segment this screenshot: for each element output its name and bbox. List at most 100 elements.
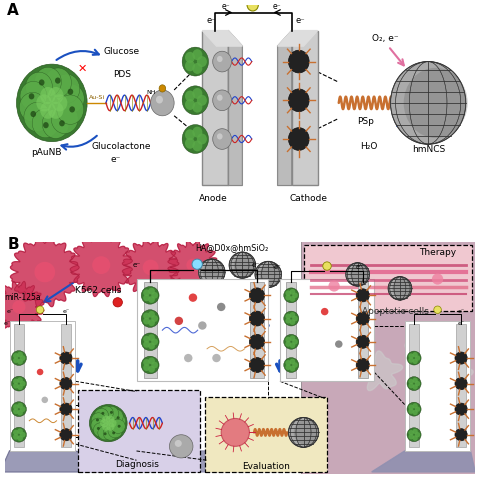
Circle shape — [103, 426, 118, 440]
Circle shape — [35, 67, 61, 97]
Circle shape — [250, 334, 264, 349]
Text: e⁻: e⁻ — [402, 309, 409, 314]
Circle shape — [151, 362, 158, 368]
Circle shape — [113, 297, 122, 307]
Circle shape — [57, 95, 84, 125]
FancyBboxPatch shape — [286, 282, 297, 377]
Circle shape — [17, 352, 23, 357]
Circle shape — [286, 295, 291, 300]
Circle shape — [148, 334, 155, 341]
Circle shape — [60, 352, 72, 364]
Circle shape — [192, 259, 203, 269]
Circle shape — [407, 376, 421, 390]
Text: Cathode: Cathode — [289, 194, 327, 203]
Polygon shape — [203, 31, 242, 46]
Circle shape — [185, 129, 195, 140]
Circle shape — [98, 426, 112, 440]
Circle shape — [289, 319, 295, 325]
Circle shape — [350, 264, 370, 285]
Circle shape — [199, 259, 225, 285]
Circle shape — [17, 359, 23, 365]
Text: e⁻: e⁻ — [6, 309, 13, 314]
Circle shape — [148, 366, 155, 373]
Text: e⁻: e⁻ — [221, 2, 230, 11]
Circle shape — [13, 383, 19, 388]
Text: e⁻: e⁻ — [110, 155, 121, 164]
Circle shape — [292, 316, 298, 321]
Circle shape — [434, 306, 441, 313]
Circle shape — [412, 352, 418, 357]
Circle shape — [17, 377, 23, 383]
Circle shape — [289, 366, 295, 371]
Circle shape — [288, 128, 309, 150]
Circle shape — [143, 313, 150, 319]
Text: e⁻: e⁻ — [206, 16, 216, 25]
Circle shape — [36, 306, 44, 313]
Circle shape — [55, 78, 60, 84]
Circle shape — [335, 341, 343, 348]
Circle shape — [192, 63, 203, 74]
Circle shape — [60, 403, 72, 415]
FancyBboxPatch shape — [144, 282, 157, 377]
Circle shape — [217, 133, 223, 139]
Circle shape — [12, 376, 26, 391]
Circle shape — [284, 358, 299, 373]
Circle shape — [143, 336, 150, 342]
Circle shape — [408, 383, 414, 388]
Circle shape — [89, 404, 127, 442]
Circle shape — [356, 358, 370, 372]
Circle shape — [53, 74, 80, 103]
Circle shape — [289, 359, 295, 365]
Circle shape — [184, 354, 192, 362]
Text: Evaluation: Evaluation — [242, 462, 290, 471]
Circle shape — [412, 429, 418, 434]
Circle shape — [407, 351, 421, 365]
Circle shape — [60, 377, 72, 389]
Circle shape — [17, 435, 23, 441]
Circle shape — [289, 312, 295, 318]
Circle shape — [60, 429, 72, 441]
Polygon shape — [405, 332, 445, 372]
Circle shape — [288, 50, 309, 73]
Circle shape — [286, 365, 291, 370]
FancyBboxPatch shape — [292, 31, 318, 185]
Circle shape — [250, 358, 264, 373]
Circle shape — [286, 290, 291, 296]
Circle shape — [20, 381, 25, 387]
Circle shape — [288, 418, 319, 447]
Text: e⁻: e⁻ — [133, 262, 141, 268]
Circle shape — [51, 104, 78, 134]
Circle shape — [143, 295, 150, 301]
Circle shape — [250, 288, 264, 303]
Circle shape — [68, 89, 73, 95]
Circle shape — [185, 99, 195, 110]
FancyBboxPatch shape — [251, 282, 264, 377]
Circle shape — [109, 409, 123, 423]
Circle shape — [143, 260, 158, 275]
Circle shape — [323, 262, 331, 270]
Circle shape — [408, 354, 414, 359]
Circle shape — [151, 90, 174, 116]
Circle shape — [69, 106, 75, 113]
Circle shape — [213, 129, 231, 149]
Circle shape — [25, 72, 52, 102]
Polygon shape — [277, 31, 318, 46]
Circle shape — [192, 102, 203, 113]
Text: PSp: PSp — [358, 116, 374, 125]
Circle shape — [12, 351, 26, 365]
Circle shape — [182, 125, 208, 153]
Polygon shape — [108, 451, 297, 472]
Circle shape — [292, 293, 298, 298]
Polygon shape — [0, 282, 44, 332]
Circle shape — [391, 62, 466, 144]
Circle shape — [415, 432, 420, 437]
Text: Anode: Anode — [199, 194, 228, 203]
Circle shape — [388, 277, 412, 300]
Circle shape — [110, 411, 113, 414]
Circle shape — [288, 89, 309, 112]
Circle shape — [102, 422, 110, 431]
Circle shape — [213, 51, 231, 72]
Circle shape — [182, 86, 208, 115]
Circle shape — [35, 262, 55, 282]
Circle shape — [17, 410, 23, 415]
